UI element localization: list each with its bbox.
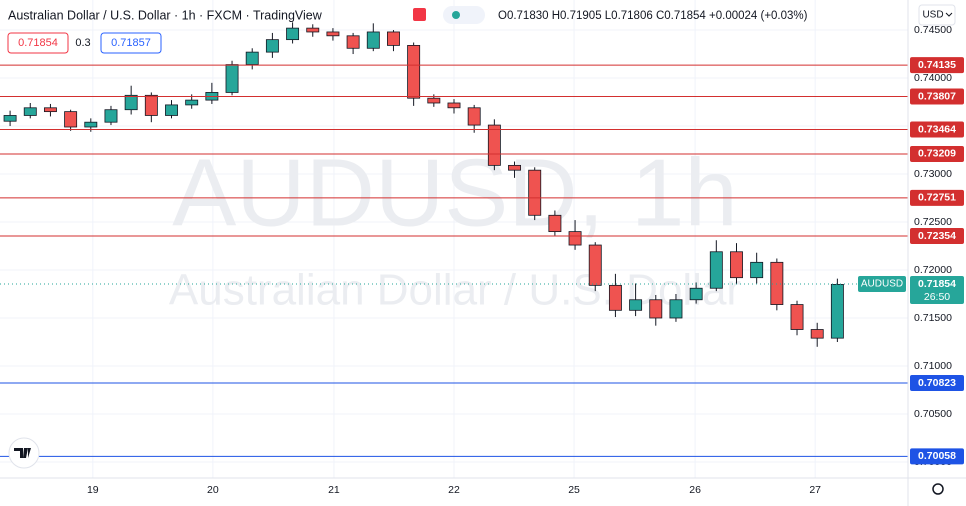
spread: 0.3 — [75, 37, 90, 49]
y-tick-label: 0.74500 — [914, 24, 952, 36]
candle-body — [649, 299, 663, 319]
candle-body — [185, 99, 199, 106]
level-label: 0.73209 — [918, 148, 956, 160]
level-label-bg — [910, 57, 964, 74]
status-pill — [443, 6, 485, 24]
axes: 0.745000.740000.735000.730000.725000.720… — [87, 24, 964, 496]
candle-body — [144, 94, 158, 116]
candle-body — [225, 64, 239, 93]
x-tick-label: 19 — [87, 484, 99, 496]
price-tag: 0.71854 — [918, 278, 956, 290]
candle-body — [326, 31, 340, 37]
price-tag-bg — [910, 276, 964, 305]
countdown: 26:50 — [924, 291, 950, 303]
candle-body — [528, 169, 542, 216]
candle-body — [64, 111, 78, 128]
level-label-bg — [910, 374, 964, 391]
candle-body — [730, 251, 743, 279]
watermark-symbol: AUDUSD, 1h — [172, 139, 738, 246]
symbol-title: Australian Dollar / U.S. Dollar · 1h · F… — [8, 8, 323, 22]
level-label: 0.72354 — [918, 230, 956, 242]
candle-body — [447, 102, 461, 109]
candle-body — [487, 124, 501, 166]
candle-body — [427, 97, 441, 104]
candle-body — [588, 244, 602, 286]
candle-body — [689, 287, 703, 301]
candle-body — [548, 214, 562, 233]
buy-price: 0.71857 — [111, 37, 151, 49]
candle-body — [245, 51, 259, 65]
level-label: 0.70823 — [918, 377, 956, 389]
flag-icon[interactable] — [413, 8, 426, 21]
candle-body — [830, 284, 844, 339]
level-label: 0.70058 — [918, 450, 956, 462]
candle-body — [709, 251, 723, 289]
x-tick-label: 21 — [328, 484, 340, 496]
x-tick-label: 27 — [809, 484, 821, 496]
candle-body — [568, 231, 582, 246]
tv-logo-mark — [14, 448, 31, 458]
candle-body — [669, 299, 683, 319]
symbol-tag-bg — [858, 276, 906, 293]
x-tick-label: 20 — [207, 484, 219, 496]
candle-body — [810, 329, 824, 339]
level-label-bg — [910, 88, 964, 105]
currency-button[interactable] — [918, 4, 956, 26]
candle-body — [23, 107, 37, 116]
candle-body — [265, 39, 279, 53]
x-tick-label: 22 — [448, 484, 460, 496]
sell-price: 0.71854 — [18, 37, 58, 49]
ohlc-legend: O0.71830 H0.71905 L0.71806 C0.71854 +0.0… — [498, 10, 808, 22]
y-tick-label: 0.71500 — [914, 312, 952, 324]
candle-body — [629, 299, 643, 311]
candle-body — [286, 27, 300, 41]
candle-body — [508, 164, 521, 171]
level-label: 0.72751 — [918, 192, 956, 204]
grid — [0, 0, 908, 478]
candle-body — [608, 284, 622, 311]
x-tick-label: 25 — [568, 484, 580, 496]
candle-body — [770, 261, 784, 305]
level-label-bg — [910, 189, 964, 206]
candle-body — [366, 31, 380, 49]
level-label-bg — [910, 228, 964, 245]
y-tick-label: 0.72500 — [914, 216, 952, 228]
candle-body — [387, 31, 400, 46]
y-tick-label: 0.70500 — [914, 408, 952, 420]
y-tick-label: 0.74000 — [914, 72, 952, 84]
candle-body — [790, 304, 804, 330]
candle-body — [467, 107, 481, 126]
sell-button[interactable] — [7, 32, 69, 54]
candle-body — [407, 45, 421, 99]
level-label-bg — [910, 448, 964, 465]
candle-body — [43, 107, 57, 113]
symbol-tag: AUDUSD — [861, 279, 903, 290]
currency-caret — [945, 12, 953, 17]
candle-body — [104, 109, 118, 123]
level-label: 0.73464 — [918, 123, 956, 135]
watermark-description: Australian Dollar / U.S. Dollar — [169, 266, 741, 315]
candle-body — [124, 94, 138, 111]
level-label-bg — [910, 121, 964, 138]
x-tick-label: 26 — [689, 484, 701, 496]
settings-icon[interactable] — [932, 483, 944, 495]
candle-body — [84, 121, 98, 128]
y-tick-label: 0.73000 — [914, 168, 952, 180]
candle-body — [165, 104, 178, 116]
candle-body — [346, 35, 360, 49]
currency: USD — [922, 10, 943, 21]
buy-button[interactable] — [100, 32, 162, 54]
y-tick-label: 0.72000 — [914, 264, 952, 276]
level-label: 0.73807 — [918, 90, 956, 102]
level-label-bg — [910, 145, 964, 162]
level-label: 0.74135 — [918, 59, 956, 71]
candle-body — [3, 115, 17, 122]
candle-body — [750, 261, 764, 279]
plot — [0, 22, 908, 457]
candle-body — [306, 27, 320, 33]
status-dot — [452, 11, 460, 19]
y-tick-label: 0.71000 — [914, 360, 952, 372]
